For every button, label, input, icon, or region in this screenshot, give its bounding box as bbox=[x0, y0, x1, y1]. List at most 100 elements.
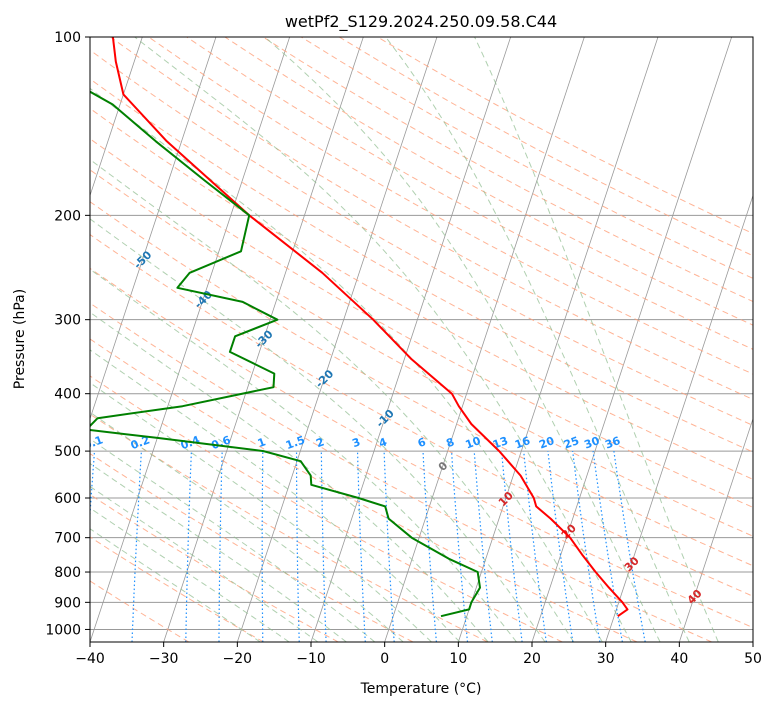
moist-adiabat-line bbox=[90, 268, 517, 642]
dry-adiabat-line bbox=[148, 37, 753, 375]
dry-adiabat-lines bbox=[90, 37, 753, 642]
mixing-ratio-label: 4 bbox=[377, 435, 389, 450]
mixing-ratio-line bbox=[473, 451, 493, 642]
moist-adiabat-line bbox=[90, 87, 603, 642]
mixing-ratio-line bbox=[501, 451, 523, 642]
y-tick-label: 500 bbox=[54, 444, 81, 460]
moist-adiabat-line bbox=[264, 37, 661, 642]
isotherm-line bbox=[531, 37, 733, 642]
moist-adiabat-line bbox=[90, 507, 290, 642]
mixing-ratio-label: 8 bbox=[445, 435, 457, 450]
moist-adiabat-line bbox=[385, 37, 690, 642]
isotherm-line bbox=[163, 37, 364, 642]
dry-adiabat-line bbox=[90, 233, 753, 597]
temperature-profile-line bbox=[111, 37, 629, 618]
dry-adiabat-line bbox=[90, 338, 638, 642]
x-tick-label: −40 bbox=[75, 651, 105, 667]
x-tick-label: 40 bbox=[670, 651, 688, 667]
y-tick-label: 800 bbox=[54, 565, 81, 581]
moist-adiabat-line bbox=[90, 218, 546, 642]
moist-adiabat-line bbox=[90, 382, 432, 642]
mixing-ratio-line bbox=[422, 451, 437, 642]
mixing-ratio-label: 2 bbox=[314, 435, 326, 450]
x-tick-label: 30 bbox=[597, 651, 615, 667]
y-tick-label: 1000 bbox=[45, 622, 81, 638]
isotherm-line bbox=[457, 37, 659, 642]
moist-adiabat-line bbox=[90, 485, 319, 642]
isotherm-line bbox=[236, 37, 438, 642]
y-tick-label: 200 bbox=[54, 208, 81, 224]
mixing-ratio-label: 10 bbox=[464, 434, 483, 452]
mixing-ratio-label: 25 bbox=[562, 434, 581, 451]
mixing-ratio-lines bbox=[90, 451, 646, 642]
plot-area: -100-90-80-70-60-50-40-30-20-10010203040… bbox=[90, 37, 753, 642]
dry-adiabat-line bbox=[90, 78, 753, 453]
mixing-ratio-line bbox=[572, 451, 601, 642]
mixing-ratio-label: 1 bbox=[256, 435, 268, 450]
moist-adiabat-line bbox=[90, 438, 376, 642]
profile-lines bbox=[90, 37, 629, 618]
isotherm-line bbox=[310, 37, 512, 642]
x-tick-label: 10 bbox=[449, 651, 467, 667]
moist-adiabat-line bbox=[474, 37, 719, 642]
dry-adiabat-line bbox=[90, 453, 414, 642]
x-tick-label: 0 bbox=[380, 651, 389, 667]
mixing-ratio-labels: 0.1 0.2 0.4 0.6 1 1.5 2 3 4 6 8 10 13 16 20 25 30 36 bbox=[90, 433, 622, 452]
dewpoint-profile-line bbox=[90, 90, 481, 618]
x-tick-label: 50 bbox=[744, 651, 762, 667]
dry-adiabat-line bbox=[90, 49, 753, 426]
mixing-ratio-label: 20 bbox=[537, 434, 556, 452]
dry-adiabat-line bbox=[90, 413, 488, 642]
dry-adiabat-line bbox=[90, 267, 753, 629]
x-tick-label: −30 bbox=[149, 651, 179, 667]
mixing-ratio-label: 16 bbox=[513, 434, 532, 452]
moist-adiabat-line bbox=[90, 158, 575, 642]
mixing-ratio-label: 30 bbox=[583, 434, 602, 452]
mixing-ratio-line bbox=[450, 451, 469, 642]
isobar-grid bbox=[90, 37, 753, 630]
dry-adiabat-line bbox=[90, 536, 264, 642]
mixing-ratio-line bbox=[547, 451, 574, 642]
mixing-ratio-label: 3 bbox=[351, 435, 363, 450]
plot-frame bbox=[89, 36, 754, 643]
isotherm-line bbox=[90, 37, 217, 421]
dry-adiabat-line bbox=[90, 169, 753, 537]
x-axis-title: Temperature (°C) bbox=[360, 681, 482, 697]
y-tick-label: 600 bbox=[54, 491, 81, 507]
y-tick-label: 900 bbox=[54, 595, 81, 611]
moist-adiabat-line bbox=[90, 411, 404, 642]
mixing-ratio-line bbox=[592, 451, 623, 642]
mixing-ratio-label: 36 bbox=[603, 434, 622, 452]
dry-adiabat-line bbox=[90, 201, 753, 567]
isotherm-grid bbox=[90, 37, 753, 642]
y-tick-label: 300 bbox=[54, 313, 81, 329]
dry-adiabat-line bbox=[90, 302, 712, 642]
dry-adiabat-line bbox=[90, 580, 190, 642]
x-tick-label: −20 bbox=[223, 651, 253, 667]
isotherm-line bbox=[90, 37, 143, 197]
moist-adiabat-line bbox=[90, 462, 347, 642]
x-tick-label: −10 bbox=[296, 651, 326, 667]
x-axis: −40 −30 −20 −10 0 10 20 30 40 50 bbox=[75, 642, 762, 667]
y-tick-label: 400 bbox=[54, 387, 81, 403]
mixing-ratio-label: 0.2 bbox=[129, 433, 152, 452]
moist-adiabat-line bbox=[134, 37, 632, 642]
moist-adiabat-line bbox=[90, 311, 489, 642]
mixing-ratio-label: 1.5 bbox=[284, 433, 307, 452]
isotherm-line bbox=[90, 37, 291, 642]
moist-adiabat-line bbox=[90, 349, 461, 642]
y-axis-title: Pressure (hPa) bbox=[12, 289, 28, 389]
isotherm-line bbox=[605, 194, 753, 642]
mixing-ratio-label: 6 bbox=[416, 435, 428, 450]
x-tick-label: 20 bbox=[523, 651, 541, 667]
y-axis: 100 200 300 400 500 600 700 800 900 1000 bbox=[45, 30, 90, 638]
chart-title: wetPf2_S129.2024.250.09.58.C44 bbox=[285, 12, 557, 32]
isotherm-line bbox=[678, 417, 753, 642]
y-tick-label: 700 bbox=[54, 531, 81, 547]
mixing-ratio-line bbox=[523, 451, 547, 642]
moist-adiabat-line bbox=[90, 528, 261, 642]
dry-adiabat-line bbox=[90, 375, 563, 642]
moist-adiabat-lines bbox=[90, 37, 719, 642]
